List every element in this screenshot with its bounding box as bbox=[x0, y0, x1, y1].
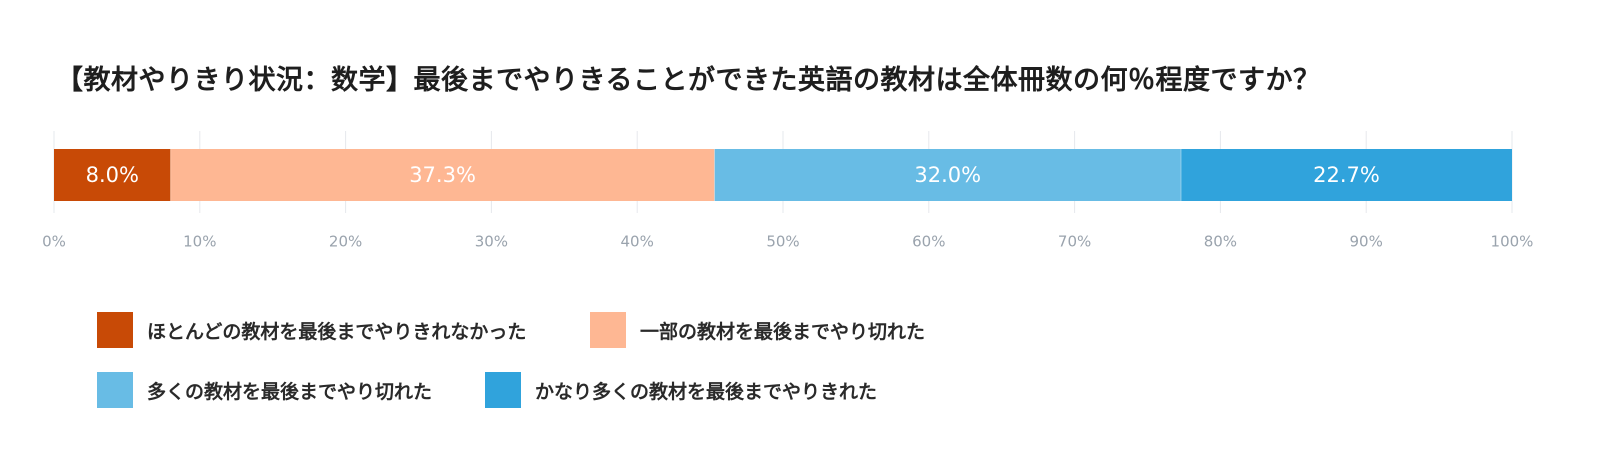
bar-segment-3 bbox=[1181, 149, 1512, 201]
x-tick-label-4: 40% bbox=[621, 233, 654, 251]
legend-item-0: ほとんどの教材を最後までやりきれなかった bbox=[97, 312, 526, 348]
x-tick-label-8: 80% bbox=[1204, 233, 1237, 251]
x-tick-label-2: 20% bbox=[329, 233, 362, 251]
data-label-0: 8.0% bbox=[86, 163, 139, 187]
legend-swatch-1 bbox=[590, 312, 626, 348]
x-tick-label-5: 50% bbox=[766, 233, 799, 251]
data-label-3: 22.7% bbox=[1313, 163, 1380, 187]
x-tick-label-1: 10% bbox=[183, 233, 216, 251]
x-tick-label-9: 90% bbox=[1350, 233, 1383, 251]
x-axis-ticks: 0% 10% 20% 30% 40% 50% 60% 70% 80% 90% 100% bbox=[42, 233, 1533, 251]
data-label-1: 37.3% bbox=[409, 163, 476, 187]
x-tick-label-7: 70% bbox=[1058, 233, 1091, 251]
data-label-2: 32.0% bbox=[914, 163, 981, 187]
legend-item-1: 一部の教材を最後までやり切れた bbox=[590, 312, 925, 348]
legend-swatch-3 bbox=[485, 372, 521, 408]
legend-swatch-0 bbox=[97, 312, 133, 348]
x-tick-label-3: 30% bbox=[475, 233, 508, 251]
legend-swatch-2 bbox=[97, 372, 133, 408]
data-labels: 8.0% 37.3% 32.0% 22.7% bbox=[86, 163, 1380, 187]
x-tick-label-10: 100% bbox=[1491, 233, 1534, 251]
x-tick-label-0: 0% bbox=[42, 233, 66, 251]
bar-segment-0 bbox=[54, 149, 171, 201]
bar-segment-2 bbox=[714, 149, 1182, 201]
legend-label-2: 多くの教材を最後までやり切れた bbox=[147, 380, 433, 403]
bar-segments bbox=[54, 149, 1512, 201]
legend-label-3: かなり多くの教材を最後までやりきれた bbox=[535, 380, 878, 403]
legend-item-3: かなり多くの教材を最後までやりきれた bbox=[485, 372, 877, 408]
legend-label-1: 一部の教材を最後までやり切れた bbox=[640, 320, 926, 343]
legend-label-0: ほとんどの教材を最後までやりきれなかった bbox=[147, 320, 527, 343]
bar-segment-1 bbox=[170, 149, 715, 201]
legend-item-2: 多くの教材を最後までやり切れた bbox=[97, 372, 432, 408]
x-tick-label-6: 60% bbox=[912, 233, 945, 251]
stacked-bar-chart: 8.0% 37.3% 32.0% 22.7% 0% 10% 20% 30% 40% 50% 60%… bbox=[42, 131, 1533, 251]
chart-title: 【教材やりきり状況：数学】最後までやりきることができた英語の教材は全体冊数の何％… bbox=[56, 65, 1321, 96]
